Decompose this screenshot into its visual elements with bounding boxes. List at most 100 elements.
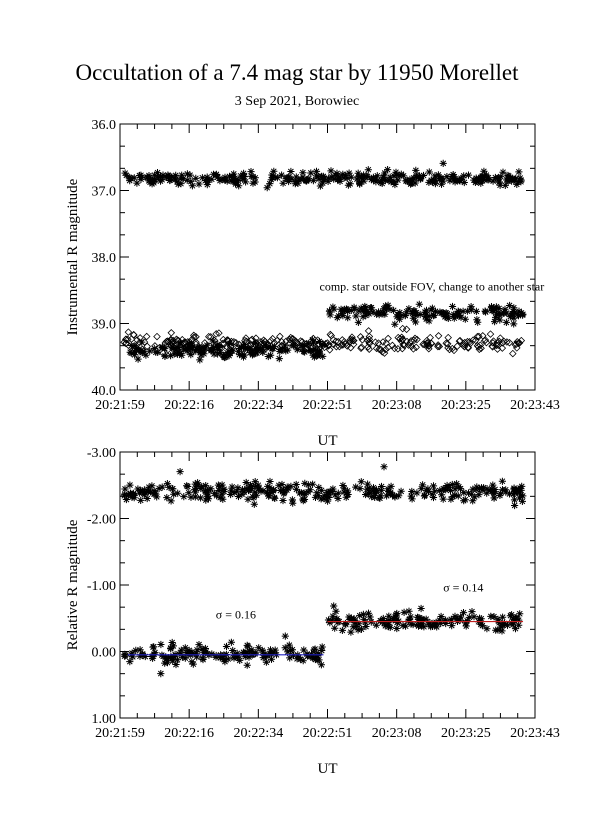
data-point-star <box>501 305 509 313</box>
data-point-star <box>320 495 328 503</box>
data-point-star <box>422 306 431 314</box>
data-point-diamond <box>319 341 327 350</box>
y-tick-label: -1.00 <box>87 579 116 594</box>
data-point-star <box>454 307 462 315</box>
data-point-diamond <box>313 345 321 354</box>
data-point-star <box>251 178 259 186</box>
data-point-star <box>483 489 491 497</box>
data-point-star <box>340 484 348 492</box>
data-point-star <box>340 488 348 496</box>
data-point-star <box>336 177 344 185</box>
data-point-star <box>372 178 380 186</box>
data-point-star <box>183 176 191 184</box>
data-point-star <box>350 615 358 623</box>
data-point-star <box>229 646 237 655</box>
data-point-diamond <box>473 332 482 341</box>
data-point-star <box>146 347 154 355</box>
data-point-star <box>422 615 430 623</box>
data-point-star <box>249 179 257 187</box>
data-point-diamond <box>232 338 240 347</box>
data-point-diamond <box>499 339 507 347</box>
data-point-star <box>238 490 246 498</box>
data-point-star <box>307 650 316 658</box>
data-point-star <box>270 494 278 502</box>
data-point-star <box>436 616 444 624</box>
data-point-diamond <box>435 342 444 351</box>
data-point-diamond <box>135 338 144 347</box>
data-point-star <box>134 485 142 493</box>
data-point-star <box>511 625 520 633</box>
data-point-star <box>495 619 503 627</box>
data-point-star <box>275 481 283 489</box>
data-point-star <box>386 305 394 313</box>
data-point-star <box>461 496 469 504</box>
data-point-star <box>293 346 301 354</box>
data-point-star <box>362 311 370 320</box>
data-point-star <box>406 175 414 183</box>
data-point-diamond <box>263 341 272 349</box>
data-point-star <box>178 171 186 179</box>
data-point-star <box>170 653 178 661</box>
data-point-diamond <box>167 329 176 337</box>
data-point-star <box>429 482 438 490</box>
data-point-diamond <box>131 342 140 351</box>
x-tick-label: 20:22:16 <box>164 726 214 741</box>
data-point-star <box>401 311 409 319</box>
data-point-diamond <box>217 344 226 352</box>
data-point-star <box>199 347 207 355</box>
data-point-star <box>301 479 309 487</box>
data-point-star <box>511 309 519 317</box>
data-point-star <box>319 179 327 187</box>
data-point-star <box>490 494 498 502</box>
x-tick-label: 20:23:08 <box>372 398 422 413</box>
data-point-star <box>245 647 254 655</box>
data-point-star <box>429 493 438 502</box>
data-point-star <box>276 486 284 495</box>
data-point-diamond <box>270 338 279 347</box>
data-point-star <box>163 480 171 488</box>
data-point-star <box>173 656 182 664</box>
data-point-star <box>359 173 367 181</box>
data-point-star <box>243 641 251 649</box>
data-point-star <box>464 489 473 497</box>
data-point-star <box>305 652 313 660</box>
data-point-star <box>427 306 435 314</box>
data-point-star <box>366 489 374 497</box>
data-point-star <box>137 346 145 354</box>
data-point-star <box>209 337 217 345</box>
data-point-diamond <box>332 337 340 346</box>
data-point-star <box>287 167 295 176</box>
data-point-diamond <box>129 330 138 339</box>
data-point-star <box>220 353 228 361</box>
data-point-star <box>517 178 525 186</box>
data-point-star <box>468 490 476 498</box>
x-tick-label: 20:23:25 <box>441 726 491 741</box>
data-point-star <box>379 173 387 181</box>
bottom-panel: 20:21:59 20:22:16 20:22:34 20:22:51 20:23:08… <box>65 446 560 777</box>
data-point-star <box>281 644 289 652</box>
data-point-star <box>480 167 488 175</box>
data-point-star <box>308 336 316 344</box>
data-point-star <box>202 487 210 495</box>
data-point-star <box>121 485 129 493</box>
data-point-star <box>411 179 419 187</box>
data-point-star <box>324 616 333 624</box>
data-point-star <box>431 172 439 180</box>
data-point-star <box>270 167 278 175</box>
data-point-star <box>338 626 346 634</box>
data-point-star <box>278 171 286 179</box>
data-point-star <box>503 621 512 629</box>
data-point-star <box>453 480 461 488</box>
data-point-star <box>350 305 358 313</box>
data-point-diamond <box>277 337 286 346</box>
data-point-star <box>363 485 371 493</box>
data-point-star <box>407 620 415 628</box>
data-point-diamond <box>211 345 219 353</box>
data-point-star <box>220 656 228 664</box>
data-point-star <box>151 171 159 179</box>
data-point-diamond <box>192 333 200 341</box>
data-point-star <box>135 171 144 180</box>
data-point-star <box>151 175 159 183</box>
data-point-star <box>169 642 177 650</box>
data-point-star <box>318 643 326 651</box>
